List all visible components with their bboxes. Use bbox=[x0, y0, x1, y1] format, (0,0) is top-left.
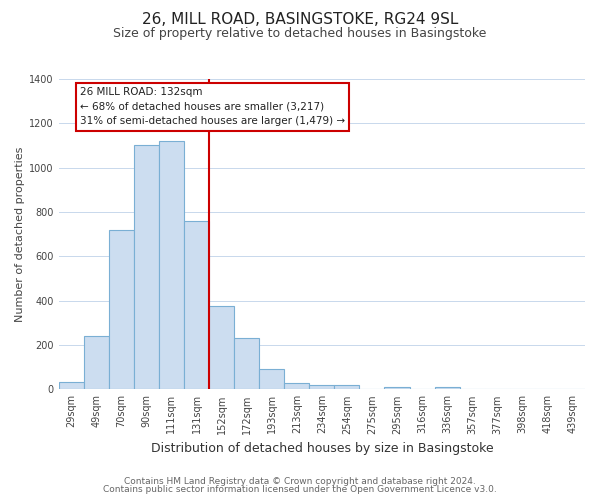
Text: Contains HM Land Registry data © Crown copyright and database right 2024.: Contains HM Land Registry data © Crown c… bbox=[124, 477, 476, 486]
Bar bbox=[309, 385, 334, 390]
Bar bbox=[109, 230, 134, 390]
Bar bbox=[234, 338, 259, 390]
Bar bbox=[184, 221, 209, 390]
Bar bbox=[209, 306, 234, 390]
Bar bbox=[259, 370, 284, 390]
X-axis label: Distribution of detached houses by size in Basingstoke: Distribution of detached houses by size … bbox=[151, 442, 493, 455]
Text: 26 MILL ROAD: 132sqm
← 68% of detached houses are smaller (3,217)
31% of semi-de: 26 MILL ROAD: 132sqm ← 68% of detached h… bbox=[80, 87, 345, 126]
Bar bbox=[84, 336, 109, 390]
Bar bbox=[59, 382, 84, 390]
Bar bbox=[284, 382, 309, 390]
Bar bbox=[434, 387, 460, 390]
Text: Size of property relative to detached houses in Basingstoke: Size of property relative to detached ho… bbox=[113, 28, 487, 40]
Bar bbox=[334, 385, 359, 390]
Y-axis label: Number of detached properties: Number of detached properties bbox=[15, 146, 25, 322]
Text: Contains public sector information licensed under the Open Government Licence v3: Contains public sector information licen… bbox=[103, 485, 497, 494]
Text: 26, MILL ROAD, BASINGSTOKE, RG24 9SL: 26, MILL ROAD, BASINGSTOKE, RG24 9SL bbox=[142, 12, 458, 28]
Bar bbox=[134, 146, 159, 390]
Bar bbox=[159, 141, 184, 390]
Bar bbox=[385, 387, 410, 390]
